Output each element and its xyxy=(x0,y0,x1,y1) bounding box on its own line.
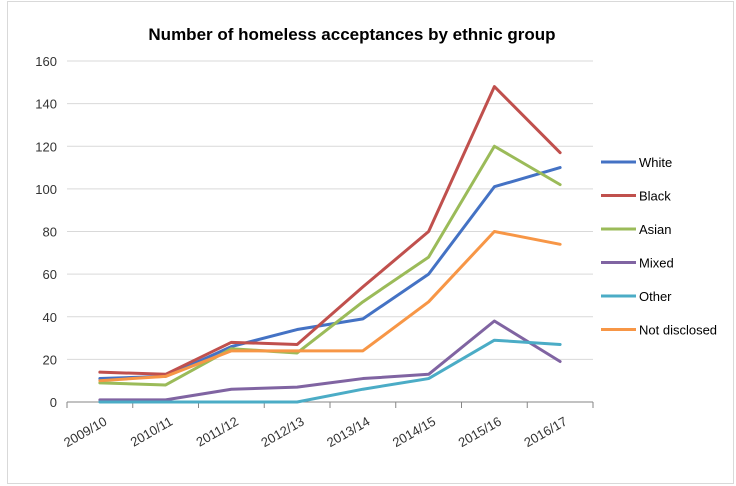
y-axis-ticks: 0 20 40 60 80 100 120 140 160 xyxy=(35,54,57,410)
y-tick-label: 120 xyxy=(35,139,57,154)
series-line-black xyxy=(98,85,562,376)
y-tick-label: 0 xyxy=(50,395,57,410)
y-tick-label: 60 xyxy=(43,267,57,282)
legend-label: Black xyxy=(639,189,671,204)
y-tick-label: 100 xyxy=(35,182,57,197)
y-tick-label: 20 xyxy=(43,352,57,367)
x-tick-label: 2016/17 xyxy=(521,414,569,450)
legend-label: Mixed xyxy=(639,256,674,271)
series-line-other xyxy=(98,338,562,404)
x-tick-label: 2009/10 xyxy=(61,414,109,450)
chart-border xyxy=(7,1,734,484)
y-tick-label: 40 xyxy=(43,310,57,325)
series-line-mixed xyxy=(98,319,562,402)
x-tick-label: 2013/14 xyxy=(324,414,372,450)
x-tick-label: 2011/12 xyxy=(194,414,241,450)
legend-label: Not disclosed xyxy=(639,323,717,338)
legend-label: White xyxy=(639,155,672,170)
series-lines xyxy=(98,85,562,404)
series-line-white xyxy=(98,166,562,381)
x-tick-label: 2010/11 xyxy=(128,414,175,450)
y-tick-label: 140 xyxy=(35,97,57,112)
y-tick-label: 80 xyxy=(43,225,57,240)
gridlines xyxy=(67,60,593,360)
legend-label: Other xyxy=(639,289,672,304)
legend-label: Asian xyxy=(639,222,672,237)
x-axis: 2009/10 2010/11 2011/12 2012/13 2013/14 2014/… xyxy=(61,401,594,450)
series-line-not-disclosed xyxy=(98,230,562,383)
x-tick-label: 2012/13 xyxy=(258,414,306,450)
x-tick-label: 2015/16 xyxy=(456,414,504,450)
chart-title: Number of homeless acceptances by ethnic… xyxy=(148,25,555,44)
y-tick-label: 160 xyxy=(35,54,57,69)
series-line-asian xyxy=(98,144,562,387)
x-tick-label: 2014/15 xyxy=(390,414,438,450)
legend: White Black Asian Mixed Other Not disclosed xyxy=(601,155,717,338)
